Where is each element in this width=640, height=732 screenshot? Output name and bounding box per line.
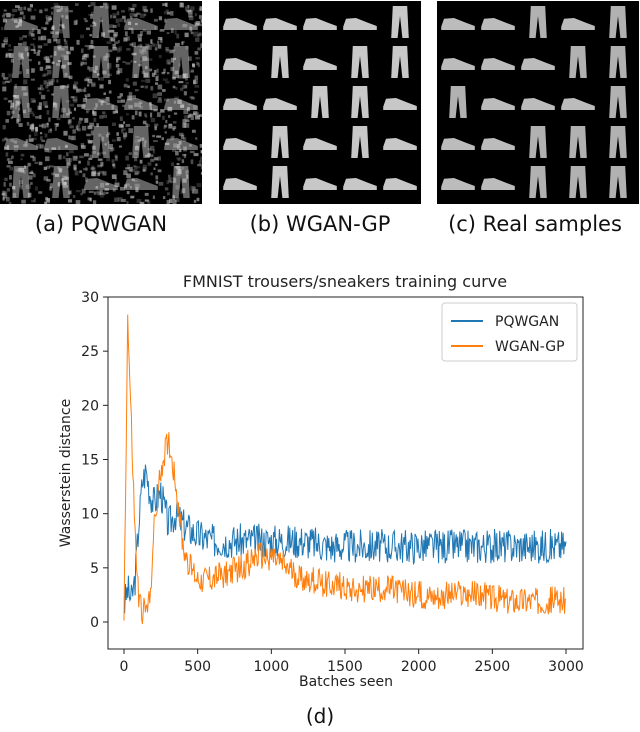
real-sample-grid: [437, 1, 639, 204]
axis-ticks: 0 500 1000 1500 2000 2500 3000 0 5 10 15 20 25 30: [81, 290, 584, 675]
x-tick-label: 500: [184, 659, 211, 675]
y-tick-label: 10: [81, 507, 99, 523]
legend-label-wgan-gp: WGAN-GP: [495, 339, 565, 355]
x-tick-label: 0: [120, 659, 129, 675]
legend-label-pqwgan: PQWGAN: [495, 314, 559, 330]
real-sample-image: [441, 6, 627, 198]
figure-caption: (d): [305, 704, 335, 728]
y-tick-label: 25: [81, 344, 99, 360]
x-tick-label: 3000: [548, 659, 584, 675]
wgan-gp-sample-image: [223, 6, 417, 198]
caption-wgan-gp: (b) WGAN-GP: [249, 212, 391, 236]
pqwgan-sample-grid: [0, 1, 202, 204]
pqwgan-sample-image: [1, 2, 202, 204]
y-tick-label: 0: [90, 615, 99, 631]
x-axis-label: Batches seen: [299, 674, 393, 690]
x-tick-label: 2500: [475, 659, 511, 675]
y-tick-label: 15: [81, 453, 99, 469]
series-line-wgan-gp: [123, 314, 567, 625]
chart-title: FMNIST trousers/sneakers training curve: [183, 272, 507, 291]
y-tick-label: 20: [81, 398, 99, 414]
y-tick-label: 30: [81, 290, 99, 306]
x-tick-label: 1000: [254, 659, 290, 675]
plot-area: [123, 314, 567, 625]
training-curve-chart: FMNIST trousers/sneakers training curve …: [58, 272, 584, 690]
wgan-gp-sample-grid: [219, 1, 421, 204]
x-tick-label: 1500: [327, 659, 363, 675]
legend: PQWGAN WGAN-GP: [441, 302, 578, 362]
series-line-pqwgan: [123, 464, 567, 614]
caption-pqwgan: (a) PQWGAN: [34, 212, 168, 236]
y-axis-label: Wasserstein distance: [58, 399, 74, 547]
y-tick-label: 5: [90, 561, 99, 577]
x-tick-label: 2000: [401, 659, 437, 675]
caption-real-samples: (c) Real samples: [448, 212, 622, 236]
